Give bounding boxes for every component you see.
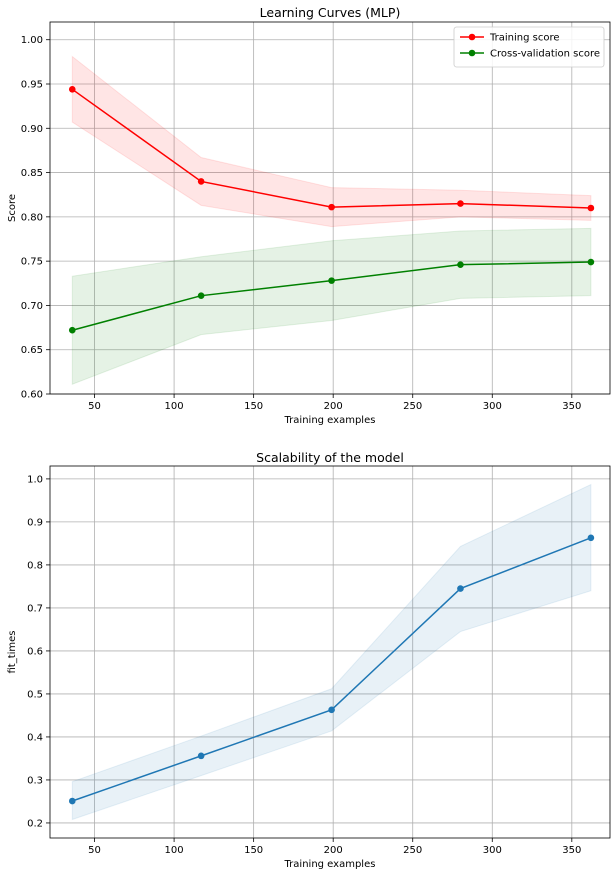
data-point: [197, 292, 205, 299]
x-tick-label: 250: [403, 845, 422, 856]
y-axis-label: Score: [7, 194, 18, 222]
data-point: [197, 752, 205, 760]
x-tick-label: 50: [88, 401, 101, 412]
data-point: [197, 178, 205, 185]
x-tick-label: 200: [324, 401, 343, 412]
data-point: [587, 204, 595, 212]
data-point: [328, 706, 335, 714]
x-tick-label: 50: [88, 845, 101, 856]
confidence-bands: [71, 55, 592, 385]
x-tick-label: 100: [165, 401, 184, 412]
y-axis-ticks: 0.2 0.3 0.4 0.5 0.6 0.7 0.8 0.9 1.0: [27, 474, 50, 829]
y-tick-label: 0.95: [21, 80, 43, 91]
x-tick-label: 200: [324, 845, 343, 856]
x-axis-ticks: 50 100 150 200 250 300 350: [88, 838, 581, 856]
x-tick-label: 350: [562, 845, 581, 856]
y-tick-label: 1.00: [21, 35, 43, 46]
y-tick-label: 0.7: [27, 603, 43, 614]
y-tick-label: 0.65: [21, 345, 43, 356]
learning-curves-chart: Learning Curves (MLP) 50 100 150 200 250 300 3…: [7, 5, 611, 426]
x-tick-label: 300: [483, 401, 502, 412]
y-tick-label: 0.5: [27, 689, 43, 700]
x-tick-label: 250: [403, 401, 422, 412]
y-tick-label: 0.6: [27, 646, 43, 657]
y-tick-label: 0.70: [21, 301, 43, 312]
plot-frame: [49, 465, 611, 839]
y-tick-label: 0.60: [21, 390, 43, 401]
y-tick-label: 1.0: [27, 474, 43, 485]
y-tick-label: 0.75: [21, 257, 43, 268]
data-point: [457, 261, 464, 268]
data-point: [328, 203, 335, 211]
x-axis-label: Training examples: [284, 859, 376, 870]
plot-frame: [49, 21, 611, 395]
x-axis-label: Training examples: [284, 415, 376, 426]
x-tick-label: 150: [244, 845, 263, 856]
y-tick-label: 0.2: [27, 818, 43, 829]
y-tick-label: 0.4: [27, 732, 43, 743]
legend-entry: Training score: [489, 33, 560, 44]
grid: [50, 466, 610, 838]
y-tick-label: 0.9: [27, 517, 43, 528]
data-point: [587, 258, 595, 266]
confidence-band: [71, 483, 592, 821]
confidence-bands: [71, 483, 592, 821]
data-point: [457, 200, 464, 207]
legend: Training score Cross-validation score: [453, 26, 605, 68]
chart-title: Scalability of the model: [256, 450, 404, 465]
x-tick-label: 100: [165, 845, 184, 856]
data-point: [68, 326, 76, 334]
chart-title: Learning Curves (MLP): [260, 5, 401, 20]
y-axis-ticks: 0.60 0.65 0.70 0.75 0.80 0.85 0.90 0.95 1.00: [21, 35, 50, 401]
series-points: [68, 534, 595, 805]
y-tick-label: 0.90: [21, 124, 43, 135]
x-tick-label: 150: [244, 401, 263, 412]
y-tick-label: 0.3: [27, 775, 43, 786]
series-points: [68, 86, 595, 334]
x-tick-label: 300: [483, 845, 502, 856]
legend-box: [453, 26, 605, 68]
scalability-chart: Scalability of the model 50 100 150 200 250 3…: [7, 450, 611, 870]
y-axis-label: fit_times: [7, 630, 18, 673]
x-axis-ticks: 50 100 150 200 250 300 350: [88, 394, 581, 412]
y-tick-label: 0.8: [27, 560, 43, 571]
data-point: [457, 585, 464, 592]
data-point: [587, 534, 595, 542]
y-tick-label: 0.80: [21, 212, 43, 223]
confidence-band: [71, 55, 592, 228]
y-tick-label: 0.85: [21, 168, 43, 179]
grid: [50, 22, 610, 395]
x-tick-label: 350: [562, 401, 581, 412]
legend-entry: Cross-validation score: [490, 49, 600, 60]
data-point: [68, 797, 76, 805]
data-point: [328, 277, 335, 284]
legend-swatch-marker: [468, 33, 476, 41]
legend-swatch-marker: [468, 49, 476, 57]
confidence-band: [71, 227, 592, 385]
data-point: [68, 86, 76, 93]
